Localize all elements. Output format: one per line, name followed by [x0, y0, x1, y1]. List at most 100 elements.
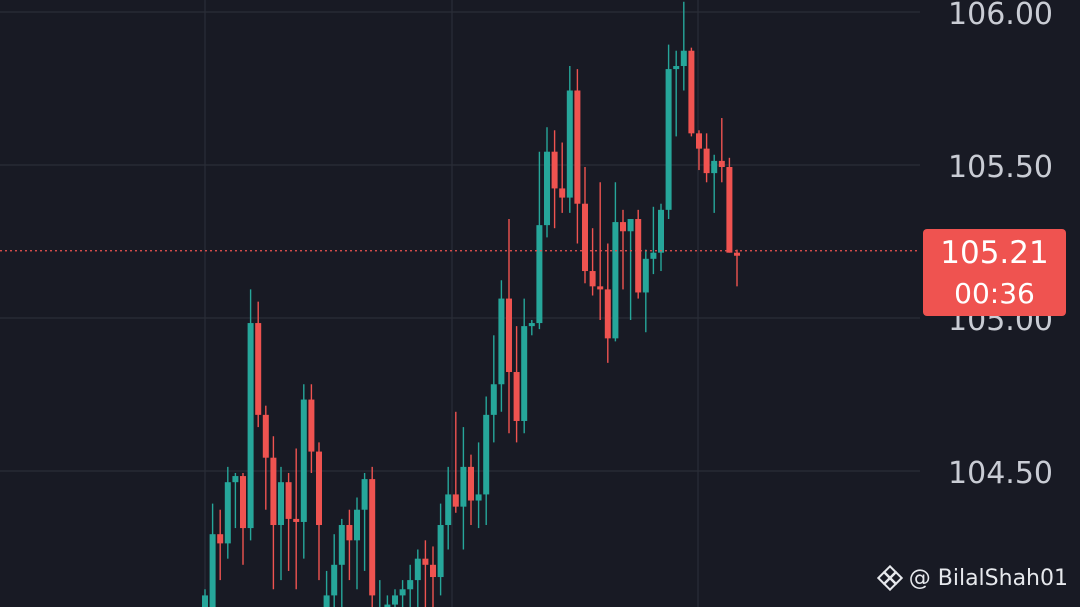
candle: [528, 320, 535, 336]
candle: [361, 473, 368, 571]
watermark: @ BilalShah01: [876, 565, 1068, 591]
candle-body: [589, 271, 596, 287]
candle-body: [278, 482, 284, 526]
candle-body: [506, 298, 512, 373]
candle: [483, 396, 490, 526]
candle: [346, 509, 353, 581]
candle: [224, 466, 231, 559]
candle: [642, 249, 649, 333]
candle-body: [285, 482, 292, 519]
candle: [300, 384, 307, 559]
candle: [627, 219, 634, 320]
candle-body: [293, 518, 300, 522]
candle-body: [612, 222, 619, 339]
candle: [658, 203, 664, 272]
candle-body: [711, 160, 718, 174]
y-tick-label: 106.00: [948, 0, 1053, 32]
candle-body: [361, 479, 368, 510]
candle-body: [483, 414, 490, 495]
candle: [430, 546, 436, 607]
candle-body: [346, 525, 353, 541]
candle: [498, 280, 505, 412]
candle: [566, 66, 573, 213]
y-tick-label: 104.50: [948, 456, 1053, 491]
candle-body: [475, 494, 482, 501]
grid: [0, 0, 920, 607]
candle: [559, 142, 566, 213]
candle: [285, 473, 292, 571]
candle-body: [331, 564, 338, 596]
candle-body: [224, 482, 231, 544]
candle-body: [673, 66, 680, 70]
candle: [293, 448, 300, 590]
candle-body: [209, 534, 216, 607]
candle-body: [528, 323, 535, 327]
candle: [278, 466, 284, 581]
candle-body: [627, 219, 634, 232]
candle-body: [247, 323, 254, 529]
current-price-tag: 105.21 00:36: [923, 229, 1066, 316]
candle: [323, 570, 330, 607]
candle-body: [551, 151, 558, 189]
candle-body: [354, 509, 360, 541]
candle: [452, 411, 459, 513]
candle: [422, 540, 429, 607]
candle-body: [392, 595, 398, 605]
candle: [711, 154, 718, 213]
candle-body: [604, 289, 611, 339]
candle-body: [734, 252, 740, 256]
candle: [414, 549, 421, 607]
candle-body: [202, 595, 208, 607]
candle-body: [445, 494, 452, 526]
candle: [696, 130, 702, 171]
candle-body: [559, 188, 566, 198]
candle: [620, 209, 626, 290]
candle: [369, 466, 376, 607]
candle: [331, 534, 338, 607]
candle-body: [270, 457, 277, 526]
candle-body: [217, 534, 224, 544]
candle: [255, 301, 262, 428]
candle: [217, 509, 224, 581]
candle-body: [513, 372, 520, 421]
candle-body: [566, 90, 573, 198]
candle-body: [498, 298, 505, 385]
candle-body: [308, 399, 315, 452]
candle: [551, 130, 558, 229]
candle: [270, 436, 277, 590]
candle: [726, 157, 733, 253]
candle: [460, 427, 467, 550]
candle-body: [255, 323, 262, 415]
candle: [384, 595, 391, 607]
candle: [604, 243, 611, 363]
candle: [316, 442, 322, 581]
candle-body: [316, 451, 322, 526]
candle: [635, 209, 642, 299]
candle-body: [422, 558, 429, 565]
candle-body: [240, 476, 246, 529]
candle-body: [323, 595, 330, 607]
candle-body: [452, 494, 459, 507]
candle: [437, 503, 444, 596]
candle: [734, 249, 740, 287]
candle: [354, 497, 360, 590]
candle-body: [338, 525, 345, 565]
candle-body: [718, 160, 725, 167]
candle: [612, 182, 619, 342]
candle: [506, 219, 512, 434]
candle-body: [468, 466, 474, 501]
candle-body: [232, 476, 239, 483]
candle-body: [574, 90, 581, 204]
candle-body: [665, 69, 672, 210]
candle: [544, 127, 550, 238]
binance-logo-icon: [876, 565, 903, 591]
candle: [338, 518, 345, 607]
candle: [521, 298, 528, 434]
candle: [513, 326, 520, 443]
candle-body: [726, 167, 733, 253]
candle: [262, 405, 269, 510]
candle: [247, 289, 254, 541]
candle-body: [635, 219, 642, 293]
